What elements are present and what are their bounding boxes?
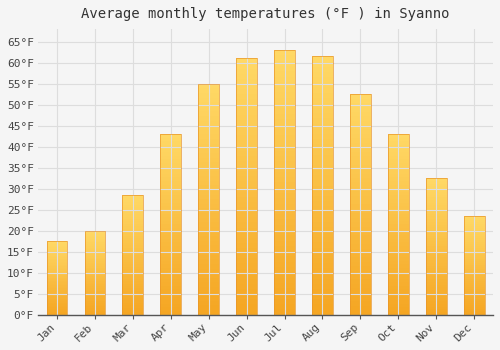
Title: Average monthly temperatures (°F ) in Syanno: Average monthly temperatures (°F ) in Sy… — [82, 7, 450, 21]
